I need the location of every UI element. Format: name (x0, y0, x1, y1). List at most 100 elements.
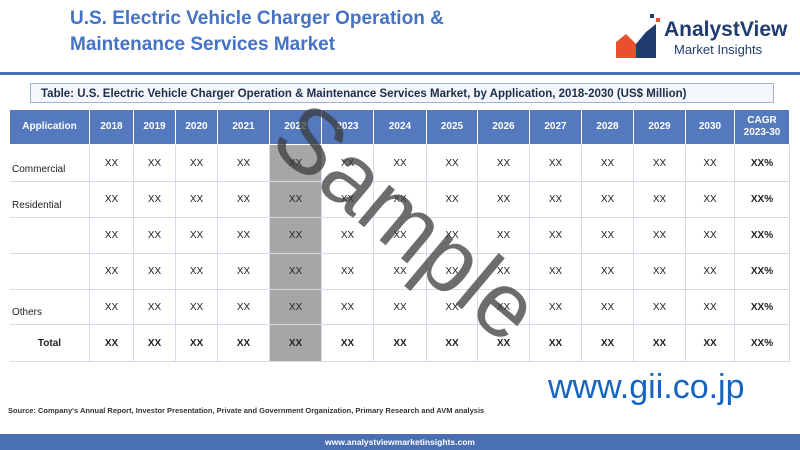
table-cell: XX (582, 182, 634, 218)
table-cell: XX (582, 290, 634, 325)
table-cell: XX% (735, 218, 790, 254)
table-cell: XX (530, 182, 582, 218)
table-cell: XX (686, 254, 735, 290)
table-cell: XX (686, 218, 735, 254)
table-cell: XX (218, 290, 270, 325)
column-header: 2021 (218, 110, 270, 145)
table-cell: XX (530, 145, 582, 182)
table-cell: XX (322, 254, 374, 290)
table-cell: XX (686, 290, 735, 325)
column-header: 2029 (634, 110, 686, 145)
report-title: U.S. Electric Vehicle Charger Operation … (70, 8, 444, 55)
table-cell: XX% (735, 254, 790, 290)
table-cell: XX (270, 290, 322, 325)
table-cell: XX (218, 325, 270, 362)
row-label (10, 254, 90, 290)
table-cell: XX (374, 254, 427, 290)
column-header: Application (10, 110, 90, 145)
table-cell: XX (427, 254, 478, 290)
logo-name: AnalystView (664, 18, 788, 41)
table-cell: XX (176, 145, 218, 182)
table-cell: XX (478, 145, 530, 182)
table-cell: XX (270, 254, 322, 290)
table-cell: XX (686, 182, 735, 218)
table-cell: XX (218, 182, 270, 218)
table-cell: XX (176, 218, 218, 254)
table-cell: XX (478, 290, 530, 325)
column-header: 2027 (530, 110, 582, 145)
table-cell: XX (374, 290, 427, 325)
table-cell: XX (218, 218, 270, 254)
column-header: 2028 (582, 110, 634, 145)
table-cell: XX (582, 325, 634, 362)
footer: www.analystviewmarketinsights.com (0, 434, 800, 450)
table-cell: XX (634, 290, 686, 325)
logo-icon (616, 14, 660, 58)
table-cell: XX (374, 218, 427, 254)
table-cell: XX (134, 218, 176, 254)
table-cell: XX (686, 145, 735, 182)
table-cell: XX (322, 218, 374, 254)
table-cell: XX (427, 145, 478, 182)
table-cell: XX% (735, 145, 790, 182)
table-cell: XX (90, 254, 134, 290)
column-header: 2023 (322, 110, 374, 145)
table-cell: XX (478, 325, 530, 362)
table-cell: XX (270, 325, 322, 362)
column-header: 2026 (478, 110, 530, 145)
table-cell: XX (134, 290, 176, 325)
table-cell: XX (134, 182, 176, 218)
table-caption: Table: U.S. Electric Vehicle Charger Ope… (30, 83, 774, 103)
divider (0, 72, 800, 75)
table-cell: XX (634, 254, 686, 290)
table-cell: XX (322, 145, 374, 182)
table-cell: XX (634, 145, 686, 182)
table-cell: XX (530, 254, 582, 290)
table-cell: XX (427, 218, 478, 254)
table-cell: XX (530, 290, 582, 325)
table-cell: XX (322, 290, 374, 325)
table-cell: XX (478, 254, 530, 290)
table-cell: XX (270, 218, 322, 254)
table-cell: XX (686, 325, 735, 362)
table-cell: XX (478, 182, 530, 218)
table-cell: XX (134, 254, 176, 290)
column-header: 2018 (90, 110, 134, 145)
table-cell: XX (176, 254, 218, 290)
table-cell: XX (90, 182, 134, 218)
table-cell: XX (270, 182, 322, 218)
table-cell: XX (90, 218, 134, 254)
table-cell: XX (218, 145, 270, 182)
table-cell: XX (90, 325, 134, 362)
table-cell: XX (634, 218, 686, 254)
table-cell: XX (374, 182, 427, 218)
table-cell: XX% (735, 182, 790, 218)
table-cell: XX (270, 145, 322, 182)
row-label: Residential (10, 182, 90, 218)
table-cell: XX (582, 218, 634, 254)
table-cell: XX (322, 325, 374, 362)
table-cell: XX (634, 182, 686, 218)
table-cell: XX (582, 254, 634, 290)
row-label (10, 218, 90, 254)
table-cell: XX (374, 145, 427, 182)
table-cell: XX (427, 182, 478, 218)
source-note: Source: Company's Annual Report, Investo… (8, 406, 485, 415)
column-header: 2025 (427, 110, 478, 145)
table-cell: XX (374, 325, 427, 362)
table-cell: XX (90, 290, 134, 325)
logo-subtitle: Market Insights (674, 42, 763, 57)
table-cell: XX (134, 145, 176, 182)
stamp: www.gii.co.jp (548, 368, 745, 406)
row-label: Others (10, 290, 90, 325)
table-cell: XX (218, 254, 270, 290)
table-cell: XX% (735, 290, 790, 325)
table-cell: XX (427, 325, 478, 362)
table-cell: XX (176, 182, 218, 218)
table-cell: XX (582, 145, 634, 182)
table-cell: XX (634, 325, 686, 362)
table-cell: XX (530, 218, 582, 254)
table-cell: XX (176, 290, 218, 325)
table-cell: XX (530, 325, 582, 362)
